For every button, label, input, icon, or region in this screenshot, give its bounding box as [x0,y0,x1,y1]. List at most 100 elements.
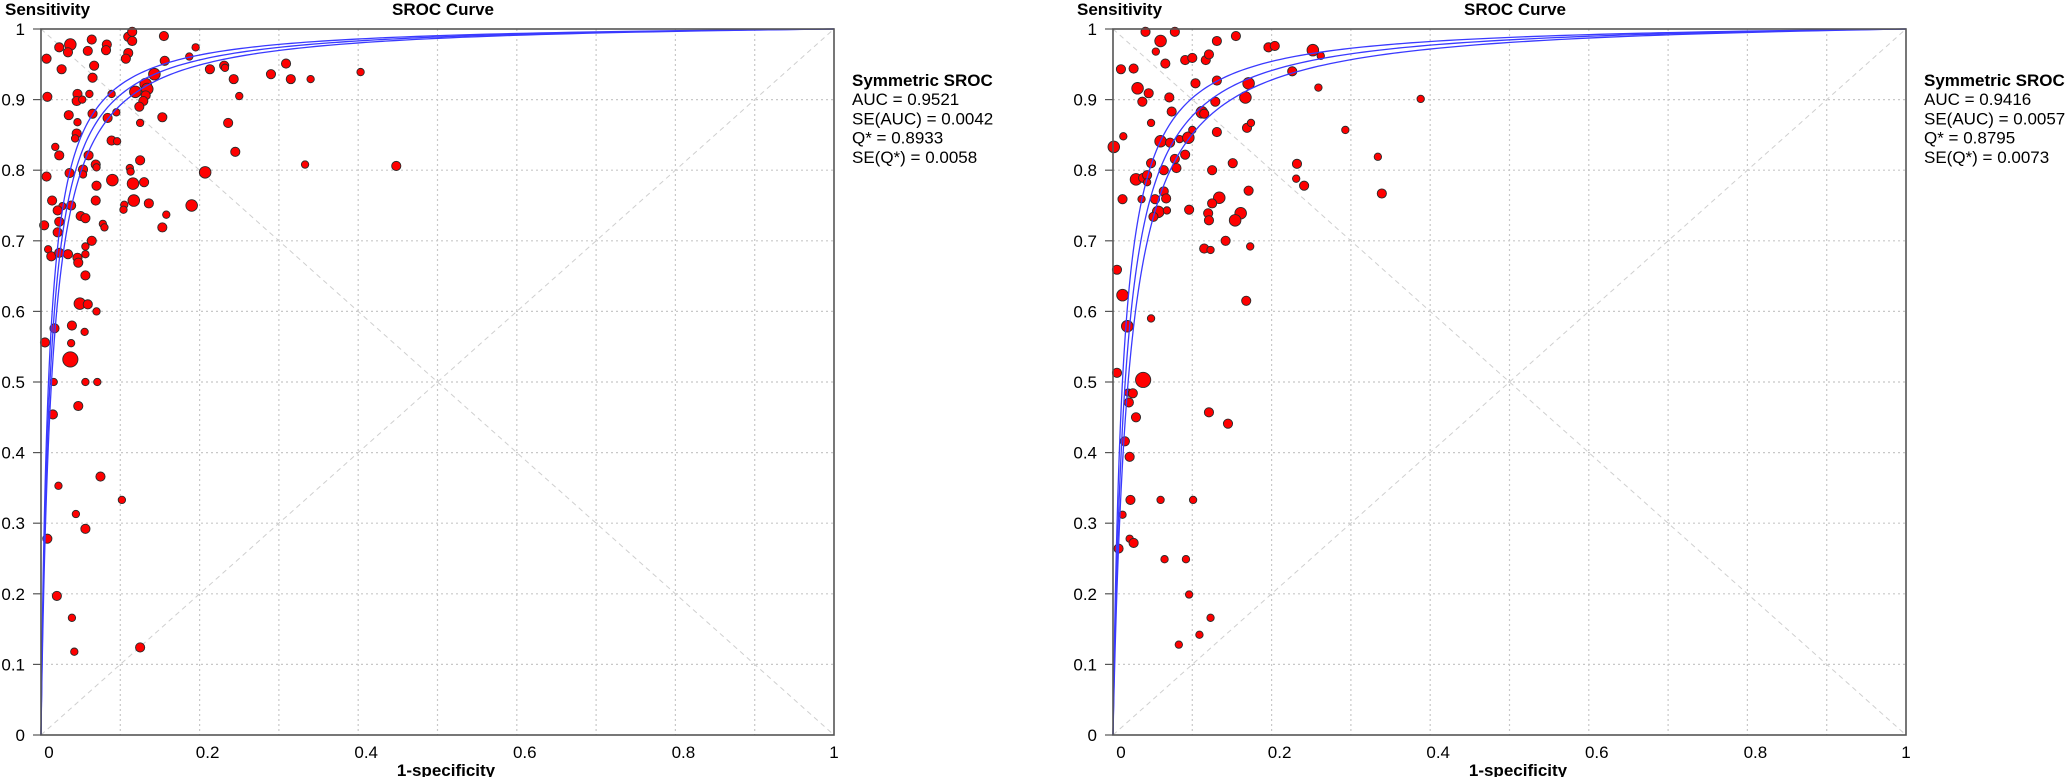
y-tick-label: 0.8 [1073,161,1097,180]
study-point [1124,451,1135,462]
study-point [1373,152,1383,161]
q-star-diagonal [40,28,835,736]
study-point [135,642,146,653]
study-point [1203,407,1215,418]
study-point [73,400,84,412]
study-point [1121,319,1134,333]
x-tick-label: 0 [44,743,53,762]
y-tick-label: 0 [16,726,25,745]
study-point [54,481,63,490]
x-axis-label: 1-specificity [1469,761,1568,777]
study-point [1160,58,1171,69]
study-point [54,216,65,227]
study-point [112,137,122,146]
study-point [1174,640,1183,649]
sroc-chart-1: 0 0.1 0.2 0.3 0.4 0.5 0.6 0.7 0.8 0.9 1 0 0.2 0.4 0.6 0… [1,0,993,777]
study-point [71,509,81,519]
y-tick-label: 0.5 [1073,373,1097,392]
study-point [1180,149,1191,160]
study-point [1269,40,1280,51]
study-point [54,42,65,53]
study-point [1376,188,1387,199]
study-point [62,351,79,368]
study-point [1292,174,1301,183]
study-point [1130,412,1142,423]
study-point [1199,108,1210,119]
study-point [1230,31,1241,42]
study-point [1146,118,1156,128]
study-point [70,134,80,143]
study-point [1116,288,1129,302]
study-point [223,117,234,128]
study-point [1203,49,1215,60]
study-point [80,270,91,281]
study-point [1131,82,1144,95]
study-point [191,43,200,52]
study-point [391,160,402,172]
study-point [280,58,292,69]
study-point [56,64,67,75]
study-point [51,142,60,152]
study-point [63,110,74,121]
study-point [1299,180,1310,191]
study-point [285,74,296,85]
study-point [1220,235,1231,246]
study-point [1146,314,1156,323]
study-point [87,72,98,83]
study-point [1243,185,1254,196]
study-point [1115,64,1126,75]
study-point [158,31,169,42]
y-tick-label: 0.9 [1073,91,1097,110]
study-point [1137,96,1148,107]
x-axis-label: 1-specificity [397,761,496,777]
study-point [1314,83,1323,92]
study-point [82,299,93,310]
y-tick-label: 0.2 [1073,585,1097,604]
study-point [62,47,74,58]
study-point [1188,495,1198,505]
study-point [1291,158,1303,169]
study-point [106,173,119,187]
study-point [1135,371,1152,388]
study-point [91,180,102,191]
study-point [41,171,52,182]
study-point [230,146,241,157]
study-point [1156,495,1165,505]
study-point [67,613,77,622]
x-tick-label: 1 [829,743,838,762]
study-point [127,194,141,207]
chart-title: SROC Curve [1464,0,1566,19]
study-point [1154,34,1167,48]
y-tick-label: 0 [1088,726,1097,745]
study-point [1341,125,1350,135]
stats-line: SE(AUC) = 0.0057 [1924,109,2065,128]
study-point [228,74,239,85]
stats-line: SE(AUC) = 0.0042 [852,109,993,128]
study-point [1203,215,1215,226]
study-point [41,53,52,64]
study-point [107,89,116,99]
x-tick-label: 0.4 [354,743,378,762]
y-axis-label: Sensitivity [5,0,91,19]
stats-line: SE(Q*) = 0.0058 [852,148,977,167]
study-point [185,199,198,212]
study-point [100,45,112,56]
study-point [1164,92,1175,103]
study-point [1143,88,1154,99]
y-tick-label: 0.6 [1073,302,1097,321]
study-point [1184,590,1194,599]
study-point [135,155,146,166]
chart-title: SROC Curve [392,0,494,19]
study-point [157,222,168,233]
study-point [1151,47,1160,56]
study-point [1210,96,1221,107]
x-tick-label: 1 [1901,743,1910,762]
study-point [126,177,140,190]
study-point [85,89,94,99]
y-tick-label: 0.2 [1,585,25,604]
study-point [1127,388,1138,399]
study-point [78,95,87,104]
study-point [265,69,277,80]
